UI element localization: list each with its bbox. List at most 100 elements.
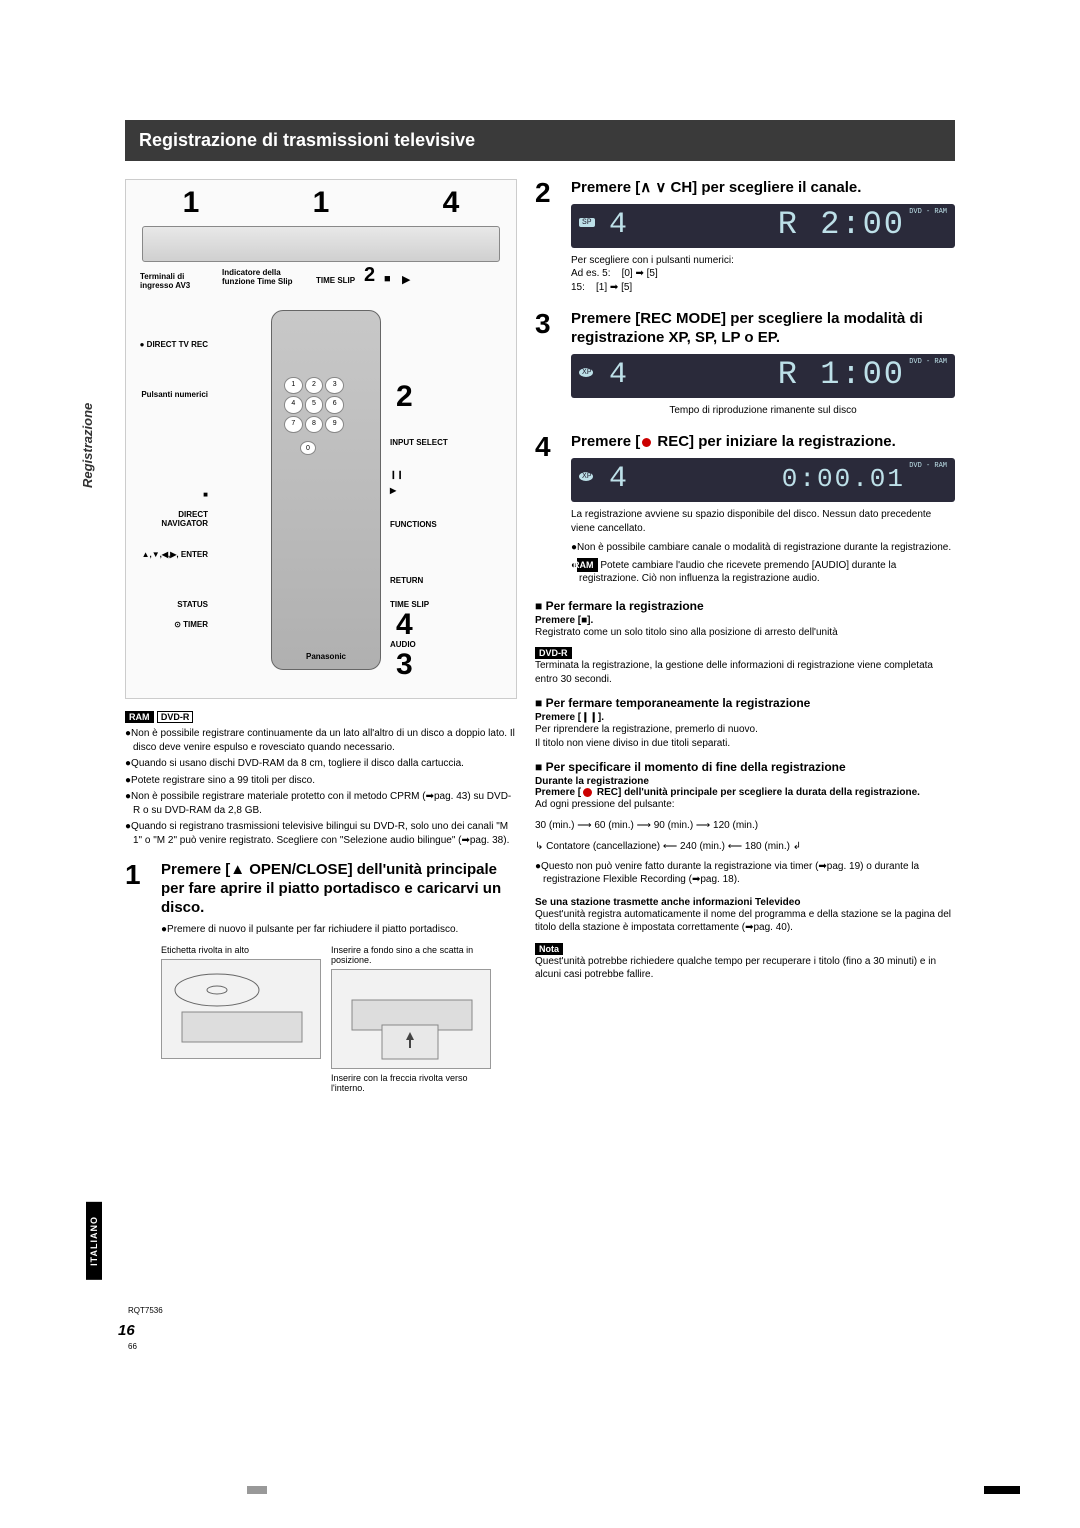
step-4-s1: La registrazione avviene su spazio dispo… — [571, 508, 955, 535]
label-input-select: INPUT SELECT — [390, 438, 448, 447]
spec-press: Premere [ REC] dell'unità principale per… — [535, 787, 955, 798]
label-timeslip-ind: Indicatore della funzione Time Slip — [222, 268, 300, 286]
label-return: RETURN — [390, 576, 423, 585]
step-4-number: 4 — [535, 433, 561, 588]
step-4-head: Premere [ REC] per iniziare la registraz… — [571, 433, 955, 452]
note-1: ●Non è possibile registrare continuament… — [125, 727, 517, 754]
dvd-unit-illustration — [142, 226, 500, 262]
dvdr-badge-2: DVD-R — [535, 647, 572, 659]
step-2-head: Premere [∧ ∨ CH] per scegliere il canale… — [571, 179, 955, 198]
disc-insert-illustration-1 — [161, 959, 321, 1059]
dp1-time: R 2:00 — [778, 206, 905, 243]
label-numeric: Pulsanti numerici — [138, 390, 208, 399]
label-timer: ⊙ TIMER — [138, 620, 208, 629]
label-status: STATUS — [138, 600, 208, 609]
pause-t2: Il titolo non viene diviso in due titoli… — [535, 737, 955, 751]
dp2-tag: DVD - RAM — [909, 358, 947, 366]
dp3-time: 0:00.01 — [782, 464, 905, 494]
page-number: 16 — [118, 1322, 135, 1339]
step-3-number: 3 — [535, 310, 561, 423]
step-4: 4 Premere [ REC] per iniziare la registr… — [535, 433, 955, 588]
label-av3: Terminali di ingresso AV3 — [140, 272, 198, 290]
label-direct-nav: DIRECT NAVIGATOR — [138, 510, 208, 528]
disc-caption-2: Inserire a fondo sino a che scatta in po… — [331, 945, 491, 965]
display-panel-3: XP 4 0:00.01 DVD - RAM — [571, 458, 955, 502]
step-2-number: 2 — [535, 179, 561, 300]
pause-press: Premere [❙❙]. — [535, 712, 955, 723]
step-3: 3 Premere [REC MODE] per scegliere la mo… — [535, 310, 955, 423]
spec-during: Durante la registrazione — [535, 776, 955, 787]
nota-text: Quest'unità potrebbe richiedere qualche … — [535, 955, 955, 982]
disc-caption-3: Inserire con la freccia rivolta verso l'… — [331, 1073, 491, 1093]
disc-insert-illustration-2 — [331, 969, 491, 1069]
label-enter: ▲,▼,◀,▶, ENTER — [138, 550, 208, 559]
stop-t2: Terminata la registrazione, la gestione … — [535, 659, 955, 686]
display-panel-2: XP 4 R 1:00 DVD - RAM — [571, 354, 955, 398]
numeric-keypad: 123 456 789 — [284, 377, 344, 433]
display-panel-1: SP 4 R 2:00 DVD - RAM — [571, 204, 955, 248]
note-2: ●Quando si usano dischi DVD-RAM da 8 cm,… — [125, 757, 517, 771]
language-tab: ITALIANO — [86, 1202, 102, 1280]
callout-1b: 1 — [313, 186, 330, 220]
step-4-s2: ●Non è possibile cambiare canale o modal… — [571, 541, 955, 555]
spec-head: ■ Per specificare il momento di fine del… — [535, 760, 955, 774]
stop-t1: Registrato come un solo titolo sino alla… — [535, 626, 955, 640]
rec-dot-icon-2 — [583, 788, 592, 797]
note-4: ●Non è possibile registrare materiale pr… — [125, 790, 517, 817]
step-2-sub2a: Ad es. 5: — [571, 268, 610, 279]
televideo-head: Se una stazione trasmette anche informaz… — [535, 897, 955, 908]
callout-3-right: 3 — [396, 648, 413, 682]
step-2-sub1: Per scegliere con i pulsanti numerici: — [571, 254, 955, 268]
format-badges: RAM DVD-R — [125, 709, 517, 723]
device-diagram: 1 1 4 Terminali di ingresso AV3 Indicato… — [125, 179, 517, 699]
step-1-head: Premere [▲ OPEN/CLOSE] dell'unità princi… — [161, 861, 517, 917]
spec-n1: ●Questo non può venire fatto durante la … — [535, 860, 955, 887]
step-1-number: 1 — [125, 861, 151, 1093]
duration-row-2: ↳ Contatore (cancellazione) ⟵ 240 (min.)… — [535, 839, 955, 854]
label-functions: FUNCTIONS — [390, 520, 437, 529]
callout-4-right: 4 — [396, 608, 413, 642]
dp2-time: R 1:00 — [778, 356, 905, 393]
small-page-number: 66 — [128, 1342, 137, 1351]
step-2: 2 Premere [∧ ∨ CH] per scegliere il cana… — [535, 179, 955, 300]
label-play-r: ▶ — [390, 486, 396, 495]
spec-a: Ad ogni pressione del pulsante: — [535, 798, 955, 812]
play-icon: ▶ — [402, 273, 410, 286]
remote-brand: Panasonic — [272, 652, 380, 661]
stop-icon: ■ — [384, 273, 391, 285]
callout-2-top: 2 — [364, 264, 375, 287]
remote-illustration: 123 456 789 0 Panasonic — [271, 310, 381, 670]
step-3-caption: Tempo di riproduzione rimanente sul disc… — [571, 404, 955, 418]
callout-2-right: 2 — [396, 380, 413, 414]
step-2-sub2b: [0] ➡ [5] — [622, 268, 658, 279]
footer-mark-black — [984, 1486, 1020, 1494]
label-pause: ❙❙ — [390, 470, 403, 479]
note-5: ●Quando si registrano trasmissioni telev… — [125, 820, 517, 847]
step-1: 1 Premere [▲ OPEN/CLOSE] dell'unità prin… — [125, 861, 517, 1093]
callout-1: 1 — [183, 186, 200, 220]
label-stop-l: ■ — [138, 490, 208, 499]
dp1-tag: DVD - RAM — [909, 208, 947, 216]
ram-badge: RAM — [125, 711, 154, 723]
televideo-text: Quest'unità registra automaticamente il … — [535, 908, 955, 935]
disc-caption-1: Etichetta rivolta in alto — [161, 945, 321, 955]
label-direct-tv: ● DIRECT TV REC — [138, 340, 208, 349]
section-tab: Registrazione — [80, 403, 95, 488]
left-notes: ●Non è possibile registrare continuament… — [125, 727, 517, 847]
step-4-s3: ●RAM Potete cambiare l'audio che ricevet… — [571, 558, 955, 586]
note-3: ●Potete registrare sino a 99 titoli per … — [125, 774, 517, 788]
pause-t1: Per riprendere la registrazione, premerl… — [535, 723, 955, 737]
dp1-mode: SP — [579, 218, 595, 227]
dp2-channel: 4 — [609, 358, 625, 392]
duration-row-1: 30 (min.) ⟶ 60 (min.) ⟶ 90 (min.) ⟶ 120 … — [535, 818, 955, 833]
dvdr-badge: DVD-R — [157, 711, 194, 723]
rec-dot-icon — [642, 438, 651, 447]
label-timeslip: TIME SLIP — [316, 276, 355, 285]
step-2-sub3a: 15: — [571, 282, 585, 293]
callout-4: 4 — [443, 186, 460, 220]
reference-code: RQT7536 — [128, 1306, 163, 1315]
dp2-mode: XP — [579, 368, 593, 377]
stop-head: ■ Per fermare la registrazione — [535, 599, 955, 613]
pause-head: ■ Per fermare temporaneamente la registr… — [535, 696, 955, 710]
page-title: Registrazione di trasmissioni televisive — [125, 120, 955, 161]
